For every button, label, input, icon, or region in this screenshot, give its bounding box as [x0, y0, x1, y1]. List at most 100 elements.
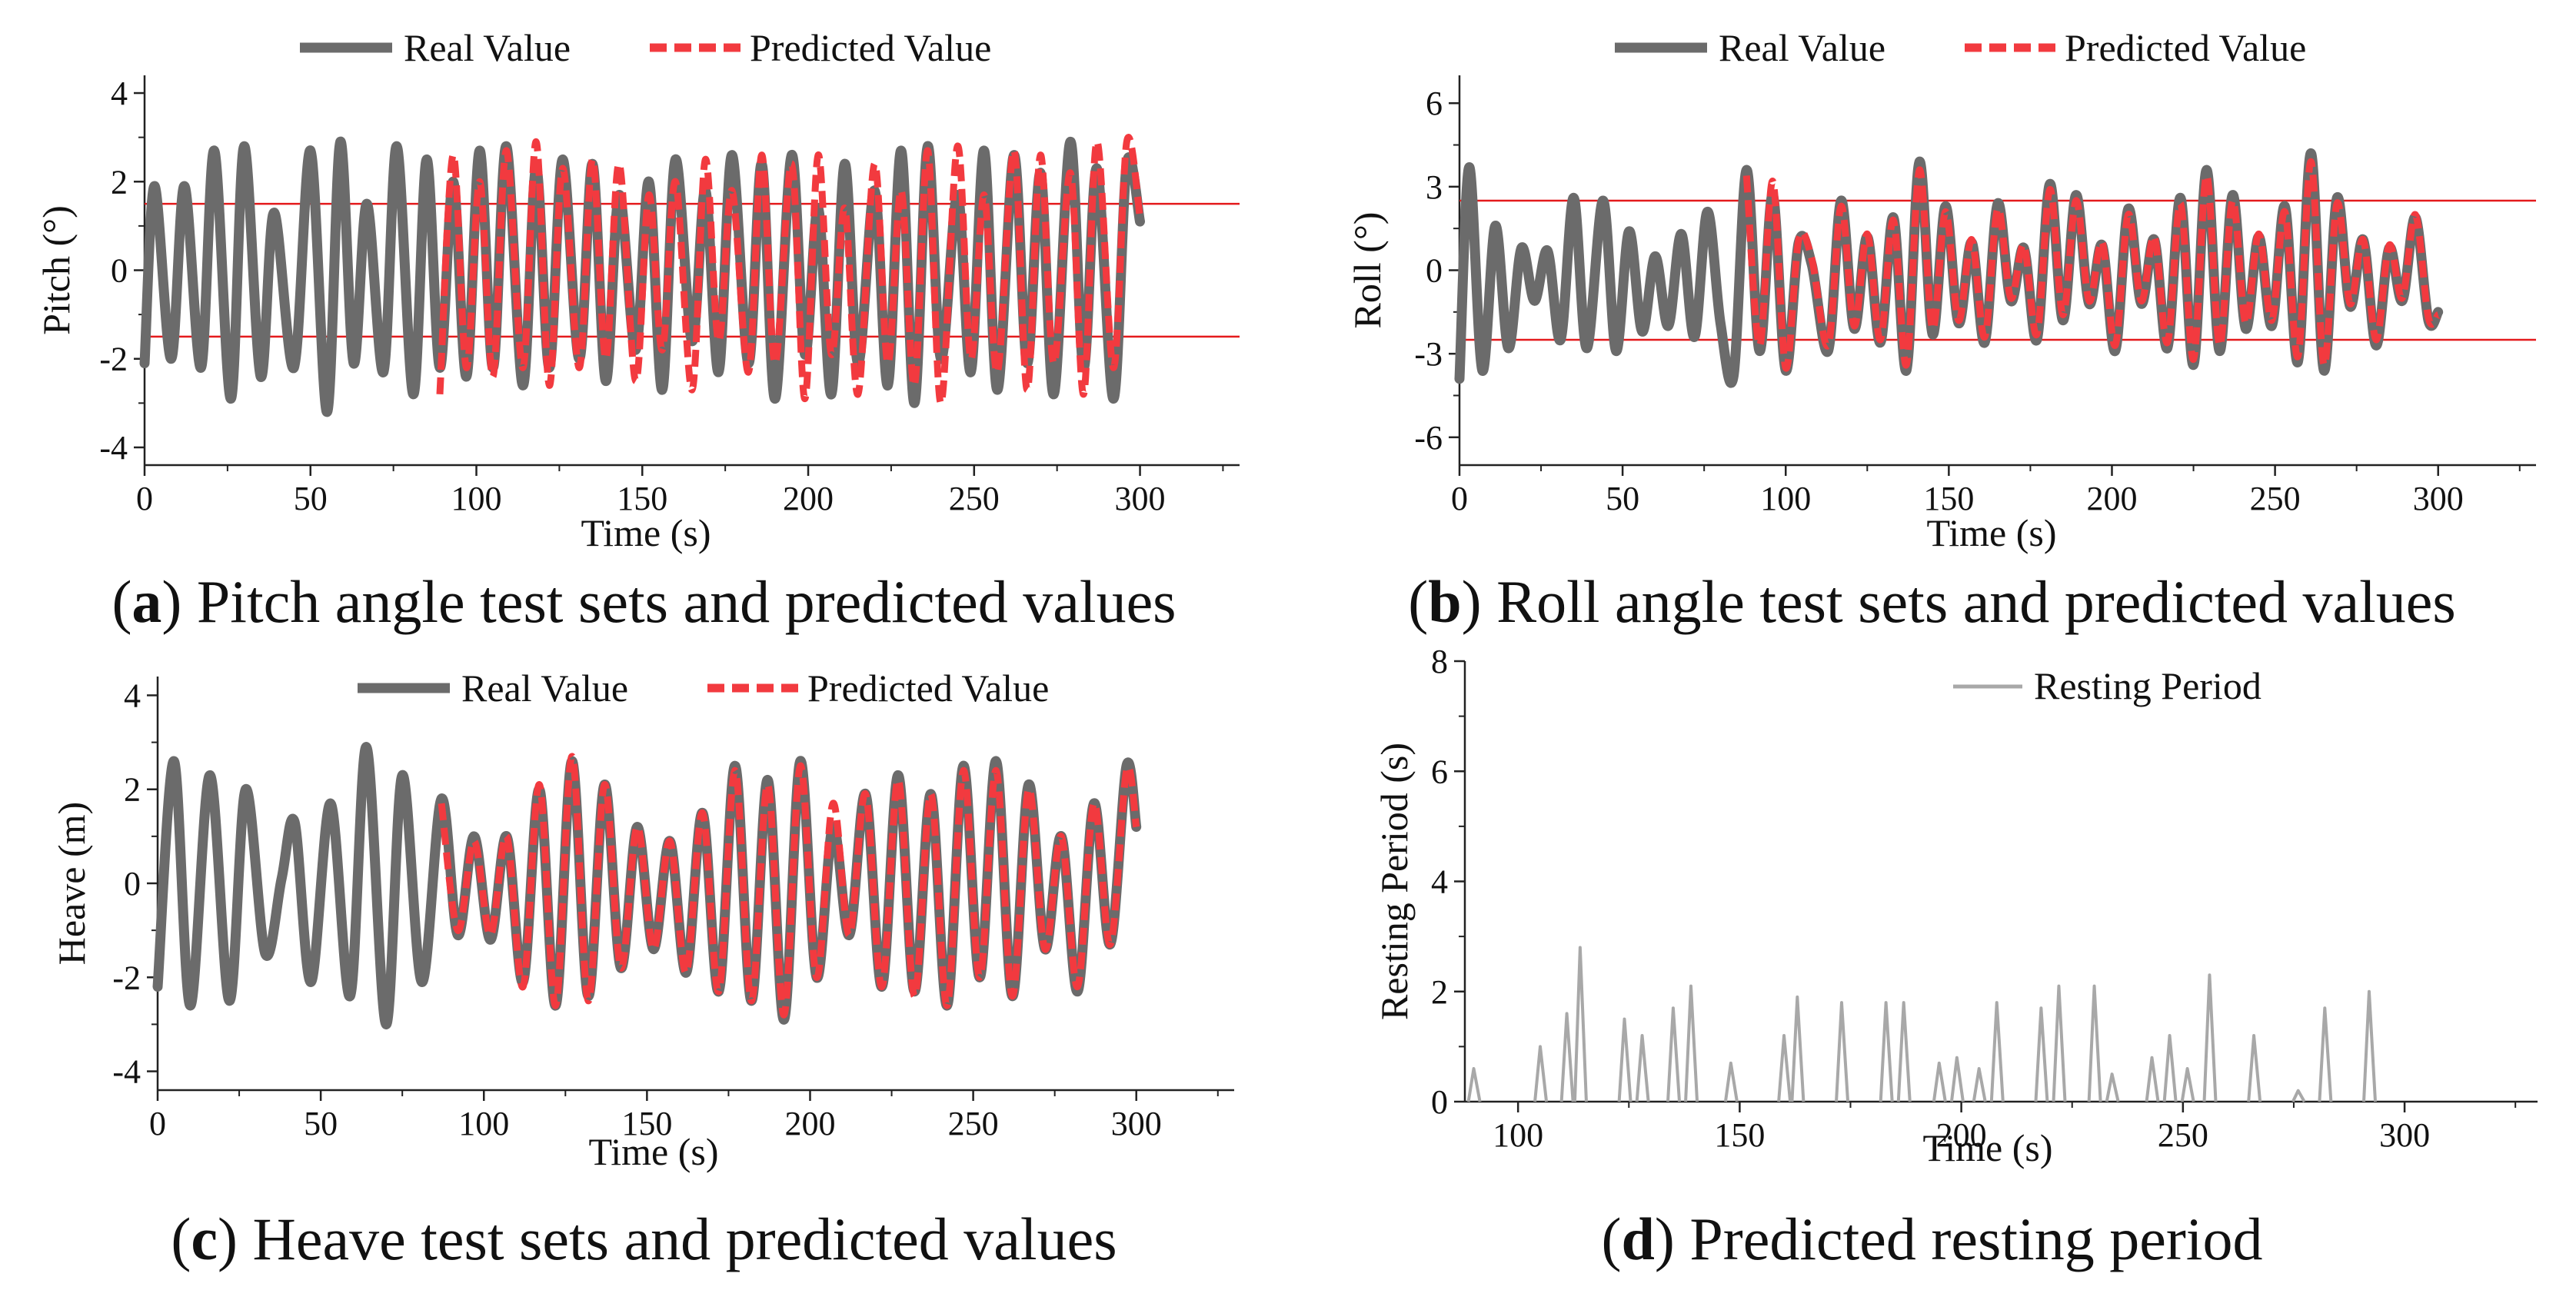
x-tick-label: 250	[2250, 480, 2301, 517]
x-tick-label: 100	[1493, 1116, 1543, 1154]
x-tick-label: 0	[136, 480, 153, 517]
resting-peak	[2318, 1006, 2333, 1102]
resting-peak	[1533, 1045, 1549, 1102]
y-axis-label: Roll (°)	[1346, 212, 1389, 329]
panel-heave: 0 50 100 150 200 250 300 -4 -2 0 2 4 Time (s) Heave (…	[0, 650, 1288, 1300]
y-tick-label: -2	[99, 341, 128, 378]
resting-peak	[1723, 1061, 1739, 1102]
caption-tag: c	[191, 1205, 218, 1272]
caption-d: (d) Predicted resting period	[1601, 1205, 2263, 1272]
caption-text: Predicted resting period	[1674, 1205, 2263, 1272]
x-tick-label: 50	[294, 480, 328, 517]
x-tick-label: 150	[1923, 480, 1974, 517]
y-tick-label: 8	[1431, 650, 1448, 680]
resting-peak	[1949, 1056, 1965, 1102]
y-tick-label: -6	[1414, 419, 1443, 457]
caption-tag: a	[131, 568, 162, 635]
x-tick-label: 250	[2158, 1116, 2208, 1154]
resting-peak	[2105, 1072, 2120, 1102]
x-tick-label: 300	[1115, 480, 1166, 517]
y-tick-label: -4	[112, 1053, 141, 1091]
real-value-line	[1454, 148, 2444, 388]
resting-peak	[1896, 1001, 1912, 1102]
axes: 0 50 100 150 200 250 300 -6 -3 0 3 6	[1414, 75, 2536, 517]
caption-b: (b) Roll angle test sets and predicted v…	[1408, 568, 2456, 635]
resting-peak	[2202, 973, 2218, 1102]
axes: 100 150 200 250 300 0 2 4 6 8	[1431, 650, 2538, 1154]
x-tick-label: 150	[621, 1105, 672, 1142]
legend-label-real: Real Value	[461, 667, 628, 710]
resting-peak	[2034, 1006, 2049, 1102]
resting-peak	[1573, 946, 1588, 1102]
x-tick-label: 250	[949, 480, 1000, 517]
roll-chart: 0 50 100 150 200 250 300 -6 -3 0 3 6 Time (s) Roll (°…	[1346, 26, 2536, 554]
legend-label-resting: Resting Period	[2034, 664, 2261, 707]
y-tick-label: -2	[112, 959, 141, 996]
resting-peak	[2291, 1089, 2306, 1102]
x-axis-label: Time (s)	[1922, 1126, 2052, 1169]
predicted-value-line	[1742, 158, 2441, 372]
legend-label-real: Real Value	[1719, 26, 1885, 69]
x-tick-label: 0	[149, 1105, 166, 1142]
panel-resting: 100 150 200 250 300 0 2 4 6 8 Time (s) Resting Peri…	[1288, 650, 2576, 1300]
y-tick-label: 0	[124, 865, 141, 903]
y-tick-label: 4	[111, 75, 128, 112]
resting-peak	[1559, 1012, 1575, 1102]
y-tick-label: 2	[1431, 973, 1448, 1011]
resting-peak	[2162, 1034, 2178, 1102]
x-tick-label: 50	[1606, 480, 1639, 517]
resting-peak	[1879, 1001, 1894, 1102]
x-tick-label: 200	[783, 480, 834, 517]
resting-chart: 100 150 200 250 300 0 2 4 6 8 Time (s) Resting Peri…	[1373, 650, 2538, 1169]
resting-peak	[2087, 984, 2102, 1102]
caption-c: (c) Heave test sets and predicted values	[171, 1205, 1117, 1272]
axes: 0 50 100 150 200 250 300 -4 -2 0 2 4	[99, 75, 1240, 517]
x-tick-label: 200	[2086, 480, 2137, 517]
x-tick-label: 250	[948, 1105, 999, 1142]
y-tick-label: 2	[111, 163, 128, 201]
legend-label-predicted: Predicted Value	[750, 26, 991, 69]
resting-peak	[1466, 1067, 1482, 1102]
y-axis-label: Resting Period (s)	[1373, 743, 1416, 1020]
legend-label-predicted: Predicted Value	[2065, 26, 2306, 69]
x-tick-label: 300	[1111, 1105, 1162, 1142]
y-axis-label: Pitch (°)	[35, 205, 78, 335]
resting-peak	[2052, 984, 2067, 1102]
resting-peak	[2180, 1067, 2195, 1102]
resting-peak	[1666, 1006, 1681, 1102]
x-tick-label: 150	[1714, 1116, 1765, 1154]
resting-peak	[1989, 1001, 2005, 1102]
x-tick-label: 100	[458, 1105, 509, 1142]
resting-peak	[1790, 995, 1806, 1102]
y-tick-label: 0	[111, 252, 128, 290]
caption-text: Roll angle test sets and predicted value…	[1481, 568, 2456, 635]
resting-peak	[1932, 1061, 1947, 1102]
pitch-chart: 0 50 100 150 200 250 300 -4 -2 0 2 4 Time (s) Pitch (…	[35, 26, 1240, 554]
y-tick-label: 6	[1426, 85, 1443, 122]
panel-roll: 0 50 100 150 200 250 300 -6 -3 0 3 6 Time (s) Roll (°…	[1288, 0, 2576, 650]
predicted-value-line	[438, 753, 1140, 1019]
legend-label-predicted: Predicted Value	[807, 667, 1049, 710]
x-tick-label: 50	[304, 1105, 338, 1142]
x-tick-label: 150	[617, 480, 667, 517]
y-tick-label: 2	[124, 771, 141, 809]
resting-peak	[1777, 1034, 1792, 1102]
resting-peak	[1617, 1017, 1632, 1102]
y-tick-label: -4	[99, 429, 128, 467]
resting-peak	[2145, 1056, 2160, 1102]
x-axis-label: Time (s)	[588, 1130, 718, 1173]
y-tick-label: 6	[1431, 753, 1448, 790]
caption-tag: d	[1621, 1205, 1655, 1272]
real-value-line	[139, 136, 1145, 417]
x-axis-label: Time (s)	[1926, 511, 2056, 554]
resting-series	[1466, 946, 2378, 1102]
resting-peak	[1972, 1067, 1987, 1102]
legend-label-real: Real Value	[404, 26, 571, 69]
x-tick-label: 300	[2413, 480, 2464, 517]
x-tick-label: 200	[1936, 1116, 1987, 1154]
x-tick-label: 300	[2379, 1116, 2430, 1154]
y-tick-label: 0	[1426, 252, 1443, 290]
x-tick-label: 200	[784, 1105, 835, 1142]
x-tick-label: 0	[1451, 480, 1468, 517]
y-tick-label: 4	[1431, 863, 1448, 901]
